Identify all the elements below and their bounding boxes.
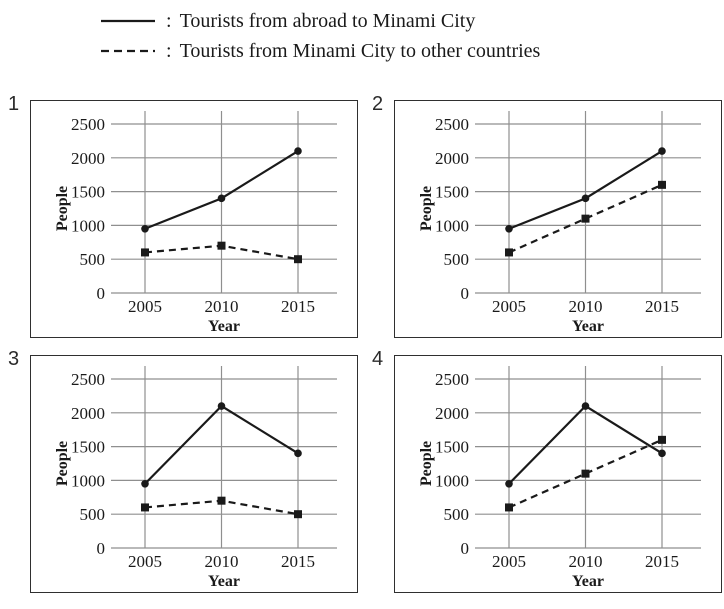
svg-text:2015: 2015 [281, 297, 315, 316]
chart-box-2: 0 500 1000 1500 2000 2500 2005 2010 2015 Year Peop… [394, 100, 722, 338]
svg-text:1000: 1000 [71, 471, 105, 490]
svg-text:Year: Year [572, 318, 604, 335]
panel-number-2: 2 [372, 93, 384, 115]
svg-text:People: People [418, 186, 435, 231]
panel-number-4: 4 [372, 348, 384, 370]
svg-text:2005: 2005 [128, 552, 162, 571]
svg-text:2500: 2500 [71, 370, 105, 389]
panel-number-3: 3 [8, 348, 20, 370]
svg-text:2000: 2000 [71, 149, 105, 168]
dashed-line-icon [101, 49, 155, 53]
svg-text:People: People [418, 441, 435, 486]
chart-box-1: 0 500 1000 1500 2000 2500 2005 2010 2015 Year Peop… [30, 100, 358, 338]
legend-label-to-other: Tourists from Minami City to other count… [179, 39, 541, 62]
svg-text:1500: 1500 [71, 438, 105, 457]
svg-text:2015: 2015 [281, 552, 315, 571]
svg-text:2500: 2500 [435, 115, 469, 134]
line-chart-2: 0 500 1000 1500 2000 2500 2005 2010 2015 Year Peop… [418, 111, 701, 335]
svg-text:1000: 1000 [435, 216, 469, 235]
line-chart-3: 0 500 1000 1500 2000 2500 2005 2010 2015 Year Peop… [54, 366, 337, 590]
legend-separator: : [166, 9, 172, 32]
legend-item-to-other: : Tourists from Minami City to other cou… [100, 36, 540, 66]
svg-text:2010: 2010 [205, 552, 239, 571]
svg-text:1000: 1000 [71, 216, 105, 235]
line-chart-1: 0 500 1000 1500 2000 2500 2005 2010 2015 Year Peop… [54, 111, 337, 335]
legend-item-abroad: : Tourists from abroad to Minami City [100, 6, 540, 36]
chart-box-3: 0 500 1000 1500 2000 2500 2005 2010 2015 Year Peop… [30, 355, 358, 593]
svg-text:2010: 2010 [569, 552, 603, 571]
svg-text:1500: 1500 [435, 183, 469, 202]
svg-text:1500: 1500 [71, 183, 105, 202]
legend: : Tourists from abroad to Minami City : … [100, 6, 540, 66]
svg-text:People: People [54, 186, 71, 231]
svg-text:500: 500 [444, 505, 470, 524]
chart-panel-1: 1 0 500 1000 1500 2000 2500 2005 2010 2015 Year Pe… [8, 93, 364, 345]
chart-box-4: 0 500 1000 1500 2000 2500 2005 2010 2015 Year Peop… [394, 355, 722, 593]
svg-text:0: 0 [97, 284, 106, 303]
svg-text:2000: 2000 [435, 149, 469, 168]
svg-text:0: 0 [461, 539, 470, 558]
svg-text:2015: 2015 [645, 297, 679, 316]
svg-text:0: 0 [461, 284, 470, 303]
line-chart-4: 0 500 1000 1500 2000 2500 2005 2010 2015 Year Peop… [418, 366, 701, 590]
svg-text:2005: 2005 [492, 297, 526, 316]
svg-text:People: People [54, 441, 71, 486]
chart-panel-2: 2 0 500 1000 1500 2000 2500 2005 2010 2015 Year Pe… [372, 93, 724, 345]
svg-text:2005: 2005 [492, 552, 526, 571]
chart-panel-3: 3 0 500 1000 1500 2000 2500 2005 2010 2015 Year Pe… [8, 348, 364, 600]
svg-text:2000: 2000 [71, 404, 105, 423]
svg-text:2500: 2500 [435, 370, 469, 389]
svg-text:0: 0 [97, 539, 106, 558]
panel-number-1: 1 [8, 93, 20, 115]
svg-text:500: 500 [444, 250, 470, 269]
chart-panel-4: 4 0 500 1000 1500 2000 2500 2005 2010 2015 Year Pe… [372, 348, 724, 600]
svg-text:2005: 2005 [128, 297, 162, 316]
svg-text:Year: Year [208, 318, 240, 335]
svg-text:500: 500 [80, 250, 106, 269]
svg-text:2010: 2010 [205, 297, 239, 316]
svg-text:Year: Year [208, 573, 240, 590]
svg-text:500: 500 [80, 505, 106, 524]
svg-text:1000: 1000 [435, 471, 469, 490]
svg-text:2015: 2015 [645, 552, 679, 571]
svg-text:Year: Year [572, 573, 604, 590]
svg-text:2010: 2010 [569, 297, 603, 316]
legend-label-abroad: Tourists from abroad to Minami City [179, 9, 476, 32]
svg-text:2500: 2500 [71, 115, 105, 134]
svg-text:2000: 2000 [435, 404, 469, 423]
legend-separator: : [166, 39, 172, 62]
svg-text:1500: 1500 [435, 438, 469, 457]
solid-line-icon [101, 19, 155, 23]
